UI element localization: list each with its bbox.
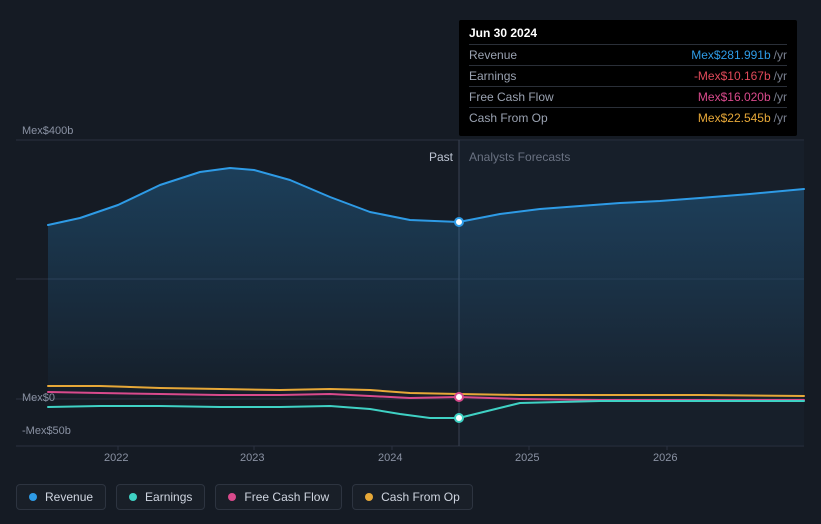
tooltip-row-value-wrap: Mex$281.991b/yr [691,48,787,62]
chart-legend: Revenue Earnings Free Cash Flow Cash From O… [16,484,473,510]
legend-dot-icon [228,493,236,501]
chart-tooltip: Jun 30 2024 RevenueMex$281.991b/yrEarnin… [459,20,797,136]
legend-item[interactable]: Earnings [116,484,205,510]
tooltip-row: Cash From Op Mex$22.545b/yr [469,107,787,128]
tooltip-row-value: Mex$16.020b [698,90,771,104]
tooltip-row-label: Cash From Op [469,111,548,125]
tooltip-row: Free Cash Flow Mex$16.020b/yr [469,86,787,107]
legend-item[interactable]: Free Cash Flow [215,484,342,510]
legend-item-label: Revenue [45,490,93,504]
x-axis-label: 2024 [378,452,402,464]
legend-dot-icon [29,493,37,501]
tooltip-row-unit: /yr [774,69,787,83]
tooltip-row-label: Revenue [469,48,517,62]
tooltip-row-label: Earnings [469,69,516,83]
legend-item[interactable]: Revenue [16,484,106,510]
tooltip-row-label: Free Cash Flow [469,90,554,104]
tooltip-row-unit: /yr [774,90,787,104]
x-axis-label: 2025 [515,452,539,464]
tooltip-row-value-wrap: Mex$16.020b/yr [698,90,787,104]
legend-dot-icon [129,493,137,501]
tooltip-row-value-wrap: Mex$22.545b/yr [698,111,787,125]
region-label-past: Past [429,150,453,164]
legend-item-label: Cash From Op [381,490,460,504]
tooltip-row: Revenue Mex$281.991b/yr [469,44,787,65]
tooltip-row-unit: /yr [774,48,787,62]
tooltip-row-value: Mex$22.545b [698,111,771,125]
y-axis-label: -Mex$50b [22,425,71,437]
legend-item-label: Free Cash Flow [244,490,329,504]
legend-item-label: Earnings [145,490,192,504]
x-axis-label: 2023 [240,452,264,464]
tooltip-row: Earnings -Mex$10.167b/yr [469,65,787,86]
legend-dot-icon [365,493,373,501]
y-axis-label: Mex$0 [22,392,55,404]
x-axis-label: 2022 [104,452,128,464]
tooltip-date: Jun 30 2024 [469,26,787,44]
x-axis-label: 2026 [653,452,677,464]
tooltip-row-value-wrap: -Mex$10.167b/yr [694,69,787,83]
tooltip-row-value: Mex$281.991b [691,48,770,62]
tooltip-row-value: -Mex$10.167b [694,69,771,83]
y-axis-label: Mex$400b [22,125,73,137]
region-label-forecast: Analysts Forecasts [469,150,570,164]
legend-item[interactable]: Cash From Op [352,484,473,510]
chart-container: Jun 30 2024 RevenueMex$281.991b/yrEarnin… [0,0,821,524]
tooltip-row-unit: /yr [774,111,787,125]
